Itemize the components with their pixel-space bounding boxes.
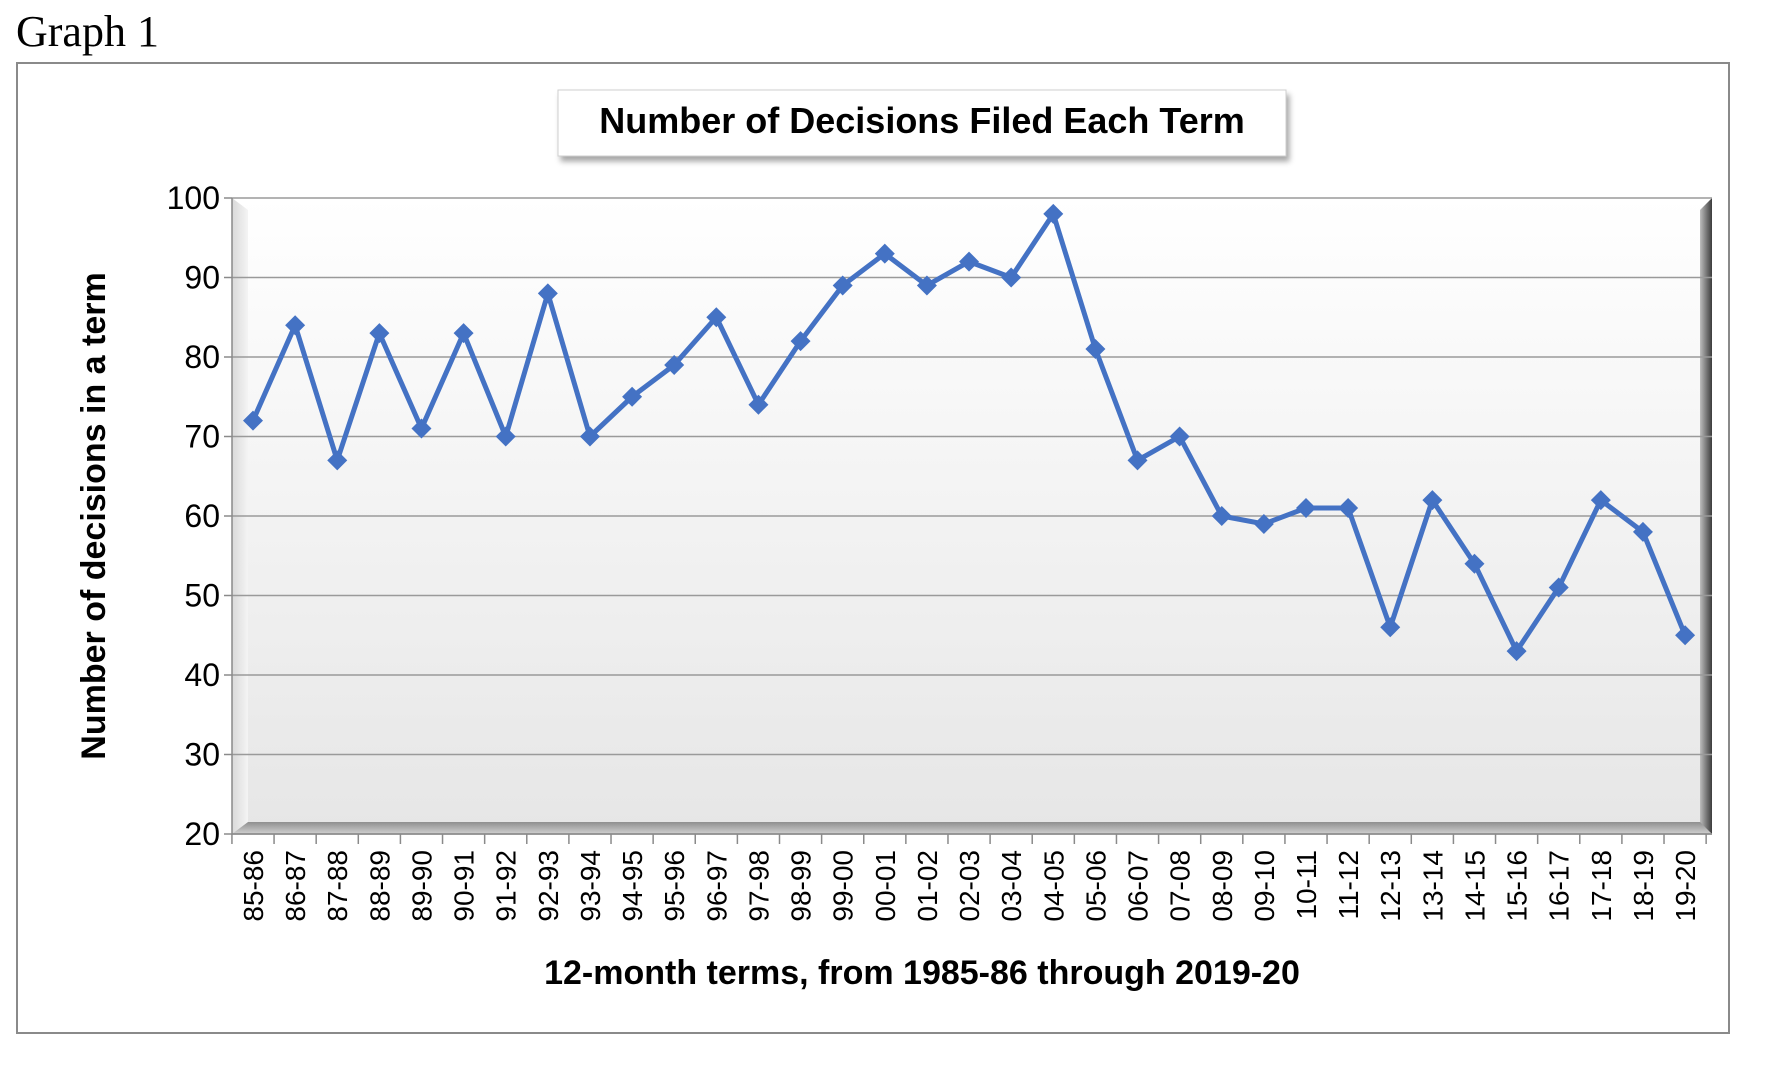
data-point-marker	[664, 354, 685, 375]
data-point-marker	[1422, 490, 1443, 511]
x-tick-label: 19-20	[1670, 850, 1701, 922]
x-tick-label: 00-01	[870, 850, 901, 922]
x-tick-label: 92-93	[533, 850, 564, 922]
data-point-marker	[537, 283, 558, 304]
data-point-marker	[748, 394, 769, 415]
data-point-marker	[1085, 339, 1106, 360]
data-point-marker	[579, 426, 600, 447]
x-tick-label: 02-03	[954, 850, 985, 922]
data-point-marker	[411, 418, 432, 439]
x-tick-label: 94-95	[617, 850, 648, 922]
x-tick-label: 17-18	[1586, 850, 1617, 922]
y-tick-label: 20	[184, 816, 220, 852]
y-tick-label: 30	[184, 737, 220, 773]
data-point-marker	[622, 386, 643, 407]
data-point-marker	[874, 243, 895, 264]
x-tick-label: 96-97	[701, 850, 732, 922]
x-tick-label: 90-91	[449, 850, 480, 922]
data-point-marker	[959, 251, 980, 272]
data-point-marker	[1001, 267, 1022, 288]
x-tick-label: 14-15	[1459, 850, 1490, 922]
title-box	[557, 89, 1287, 157]
figure-label: Graph 1	[16, 7, 159, 56]
y-tick-label: 60	[184, 498, 220, 534]
x-tick-label: 88-89	[364, 850, 395, 922]
x-tick-label: 16-17	[1544, 850, 1575, 922]
data-point-marker	[916, 275, 937, 296]
x-tick-label: 10-11	[1291, 850, 1322, 920]
data-point-marker	[1211, 506, 1232, 526]
x-tick-label: 93-94	[575, 850, 606, 922]
x-tick-label: 07-08	[1165, 850, 1196, 922]
data-point-marker	[832, 275, 853, 296]
x-tick-label: 95-96	[659, 850, 690, 922]
data-point-marker	[1253, 513, 1274, 534]
x-tick-label: 91-92	[491, 850, 522, 922]
y-tick-label: 50	[184, 578, 220, 614]
data-point-marker	[706, 307, 727, 328]
y-tick-label: 100	[167, 180, 220, 216]
x-axis-label: 12-month terms, from 1985-86 through 201…	[544, 954, 1300, 992]
x-tick-label: 03-04	[996, 850, 1027, 922]
x-tick-label: 12-13	[1375, 850, 1406, 922]
x-tick-label: 98-99	[786, 850, 817, 922]
x-tick-label: 06-07	[1123, 850, 1154, 922]
y-tick-label: 80	[184, 339, 220, 375]
x-tick-label: 05-06	[1080, 850, 1111, 922]
x-tick-label: 13-14	[1417, 850, 1448, 922]
data-point-marker	[495, 426, 516, 447]
x-tick-label: 08-09	[1207, 850, 1238, 922]
data-point-marker	[369, 323, 390, 344]
x-tick-label: 15-16	[1502, 850, 1533, 922]
plot-floor	[232, 822, 1712, 834]
data-point-marker	[1296, 498, 1316, 519]
data-point-marker	[1169, 426, 1190, 447]
data-point-marker	[1675, 625, 1696, 646]
data-point-marker	[1464, 553, 1485, 574]
data-point-marker	[1338, 498, 1359, 519]
x-tick-label: 09-10	[1249, 850, 1280, 922]
data-point-marker	[1380, 617, 1401, 638]
x-tick-label: 97-98	[743, 850, 774, 922]
data-point-marker	[1632, 521, 1653, 542]
data-point-marker	[1127, 450, 1148, 471]
x-tick-label: 86-87	[280, 850, 311, 922]
data-point-marker	[1043, 203, 1064, 224]
x-tick-label: 85-86	[238, 850, 269, 922]
x-tick-label: 87-88	[322, 850, 353, 922]
data-point-marker	[285, 315, 306, 336]
x-tick-label: 89-90	[406, 850, 437, 922]
data-point-marker	[1506, 641, 1527, 662]
data-point-marker	[1590, 490, 1611, 511]
x-tick-label: 04-05	[1038, 850, 1069, 922]
data-point-marker	[327, 450, 348, 471]
y-tick-label: 90	[184, 260, 220, 296]
y-axis-label: Number of decisions in a term	[75, 272, 113, 759]
x-tick-label: 11-12	[1333, 850, 1364, 920]
data-point-marker	[243, 410, 263, 431]
chart-title: Number of Decisions Filed Each Term	[599, 100, 1245, 141]
x-tick-label: 01-02	[912, 850, 943, 922]
data-point-marker	[453, 323, 474, 344]
y-tick-label: 70	[184, 419, 220, 455]
x-tick-label: 99-00	[828, 850, 859, 922]
data-point-marker	[790, 331, 811, 352]
y-tick-label: 40	[184, 657, 220, 693]
x-tick-label: 18-19	[1628, 850, 1659, 922]
data-point-marker	[1548, 577, 1569, 598]
